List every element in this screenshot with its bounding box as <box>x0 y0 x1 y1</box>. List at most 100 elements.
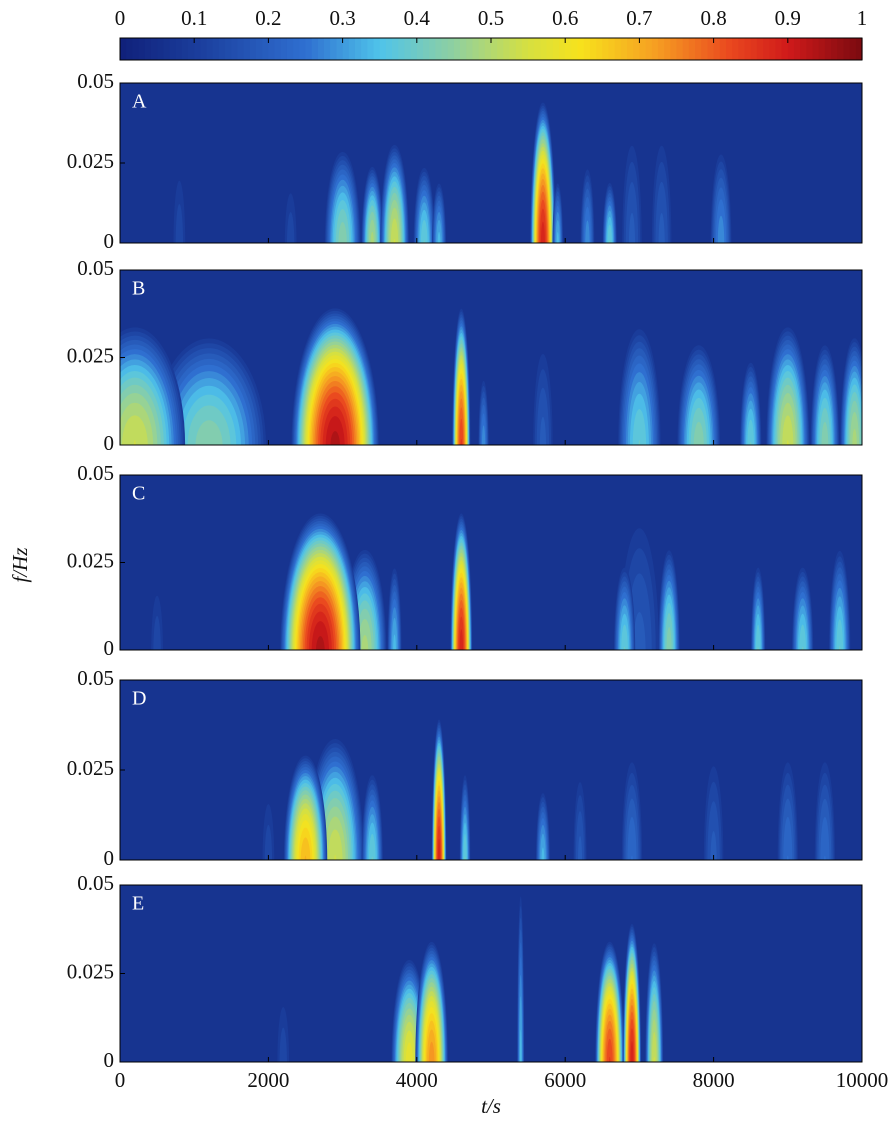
heatmap-blob <box>852 429 857 445</box>
colorbar-cell <box>676 38 684 60</box>
y-tick-label: 0.025 <box>67 343 114 367</box>
colorbar-cell <box>732 38 739 60</box>
colorbar-cell <box>404 38 412 60</box>
colorbar-cell <box>657 38 665 60</box>
x-tick-label: 10000 <box>836 1068 889 1092</box>
heatmap-blob <box>666 627 672 650</box>
heatmap-blob <box>304 855 307 860</box>
x-tick-label: 6000 <box>544 1068 586 1092</box>
colorbar-cell <box>398 38 406 60</box>
colorbar-cell <box>268 38 276 60</box>
y-tick-label: 0.05 <box>77 871 114 895</box>
colorbar-cell <box>416 38 424 60</box>
heatmap-blob <box>358 619 372 650</box>
colorbar-cell <box>212 38 220 60</box>
y-tick-label: 0 <box>104 1048 115 1072</box>
colorbar-tick-label: 0.1 <box>181 6 207 30</box>
colorbar-cell <box>342 38 350 60</box>
colorbar-cell <box>163 38 171 60</box>
heatmap-blob <box>799 624 806 650</box>
colorbar-cell <box>299 38 307 60</box>
heatmap-blob <box>633 612 646 650</box>
colorbar-cell <box>602 38 610 60</box>
colorbar-cell <box>793 38 801 60</box>
colorbar-cell <box>188 38 195 60</box>
y-tick-label: 0 <box>104 431 115 455</box>
heatmap-blob <box>710 831 717 860</box>
colorbar-cell <box>460 38 467 60</box>
x-tick-label: 0 <box>115 1068 126 1092</box>
colorbar-cell <box>305 38 313 60</box>
heatmap-blob <box>801 646 804 650</box>
colorbar-cell <box>571 38 579 60</box>
colorbar-cell <box>144 38 152 60</box>
heatmap-blob <box>630 1041 634 1062</box>
colorbar-cell <box>577 38 585 60</box>
colorbar-cell <box>231 38 239 60</box>
heatmap-blob <box>405 1042 413 1062</box>
heatmap-blob <box>540 833 546 860</box>
colorbar-cell <box>175 38 183 60</box>
heatmap-blob <box>653 1056 656 1062</box>
colorbar-cell <box>849 38 857 60</box>
colorbar-cell <box>546 38 554 60</box>
heatmap-blob <box>747 419 755 445</box>
heatmap-blob <box>279 1027 287 1062</box>
heatmap-blob <box>575 811 585 860</box>
colorbar-cell <box>317 38 325 60</box>
colorbar-cell <box>843 38 851 60</box>
heatmap-blob <box>655 181 668 243</box>
colorbar-cell <box>138 38 146 60</box>
colorbar-tick-label: 0.6 <box>552 6 578 30</box>
colorbar-cell <box>497 38 504 60</box>
heatmap-blob <box>836 619 844 650</box>
y-tick-label: 0.05 <box>77 666 114 690</box>
colorbar-cell <box>596 38 603 60</box>
heatmap-blob <box>638 439 641 445</box>
heatmap-blob <box>556 231 559 243</box>
heatmap-blob <box>628 212 636 243</box>
colorbar-tick-label: 0.4 <box>404 6 431 30</box>
y-tick-label: 0.025 <box>67 149 114 173</box>
colorbar-cell <box>651 38 659 60</box>
heatmap-blob <box>436 219 442 243</box>
x-axis-label: t/s <box>481 1094 501 1118</box>
colorbar-cell <box>132 38 140 60</box>
heatmap-blob <box>555 220 560 243</box>
panel-label: C <box>132 483 145 505</box>
colorbar-cell <box>453 38 461 60</box>
colorbar-cell <box>633 38 640 60</box>
colorbar-cell <box>429 38 436 60</box>
heatmap-blob <box>850 412 860 445</box>
heatmap-blob <box>539 416 547 445</box>
colorbar-cell <box>552 38 560 60</box>
heatmap-blob <box>325 416 345 445</box>
heatmap-blob <box>264 825 273 860</box>
colorbar-cell <box>831 38 838 60</box>
heatmap-blob <box>370 232 374 243</box>
heatmap-blob <box>824 855 826 860</box>
colorbar-cell <box>472 38 480 60</box>
colorbar-cell <box>336 38 344 60</box>
heatmap-blob <box>361 634 369 650</box>
colorbar-cell <box>385 38 393 60</box>
colorbar-cell <box>181 38 189 60</box>
colorbar-cell <box>787 38 795 60</box>
colorbar-cell <box>249 38 257 60</box>
heatmap-blob <box>391 618 398 650</box>
colorbar-cell <box>324 38 331 60</box>
heatmap-panel <box>120 270 862 445</box>
colorbar-cell <box>330 38 338 60</box>
colorbar-cell <box>521 38 529 60</box>
colorbar-cell <box>157 38 164 60</box>
colorbar-cell <box>206 38 214 60</box>
heatmap-blob <box>459 418 464 445</box>
colorbar-tick-label: 0.5 <box>478 6 504 30</box>
heatmap-background <box>120 475 862 650</box>
colorbar-cell <box>688 38 696 60</box>
colorbar-cell <box>280 38 288 60</box>
colorbar-cell <box>781 38 789 60</box>
colorbar-cell <box>435 38 443 60</box>
heatmap-blob <box>608 240 611 243</box>
heatmap-background <box>120 885 862 1062</box>
